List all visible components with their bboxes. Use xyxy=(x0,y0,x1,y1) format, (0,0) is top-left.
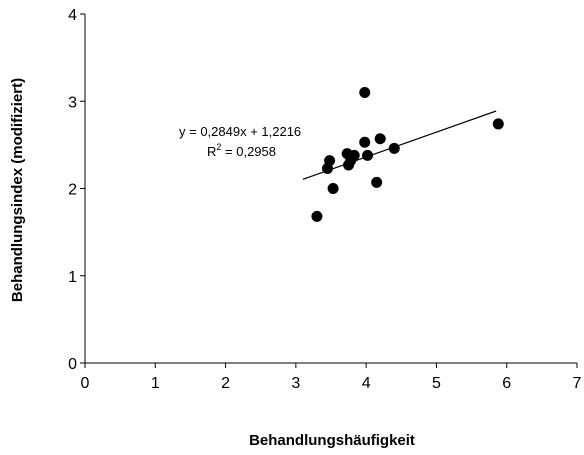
data-point xyxy=(492,118,504,130)
axes: 0 1 2 3 4 5 6 7 0 1 2 3 4 xyxy=(68,7,581,392)
y-tick-label: 3 xyxy=(68,94,77,111)
trendline-group xyxy=(302,110,497,180)
x-tick-label: 2 xyxy=(221,375,230,392)
trendline-equation: y = 0,2849x + 1,2216 xyxy=(179,124,301,139)
r2-prefix: R xyxy=(207,144,216,159)
x-tick-label: 0 xyxy=(81,375,90,392)
data-point xyxy=(311,210,323,222)
data-point xyxy=(348,149,360,161)
y-tick-label: 1 xyxy=(68,269,77,286)
x-tick-label: 4 xyxy=(362,375,371,392)
x-tick-label: 5 xyxy=(432,375,441,392)
trendline-r2: R2 = 0,2958 xyxy=(207,142,276,159)
data-point xyxy=(374,133,386,145)
x-tick-label: 3 xyxy=(291,375,300,392)
data-points xyxy=(311,87,504,222)
y-axis-title: Behandlungsindex (modifiziert) xyxy=(9,78,26,302)
y-tick-label: 2 xyxy=(68,182,77,199)
data-point xyxy=(324,155,336,167)
trendline xyxy=(302,110,497,180)
y-tick-label: 4 xyxy=(68,7,77,24)
data-point xyxy=(359,136,371,148)
data-point xyxy=(359,87,371,99)
x-tick-label: 7 xyxy=(573,375,582,392)
data-point xyxy=(327,183,339,194)
x-tick-label: 1 xyxy=(151,375,160,392)
r2-suffix: = 0,2958 xyxy=(221,144,276,159)
y-tick-label: 0 xyxy=(68,356,77,373)
x-axis-title: Behandlungshäufigkeit xyxy=(249,432,415,449)
data-point xyxy=(371,176,383,188)
r2-exponent: 2 xyxy=(216,142,221,152)
x-tick-label: 6 xyxy=(502,375,511,392)
